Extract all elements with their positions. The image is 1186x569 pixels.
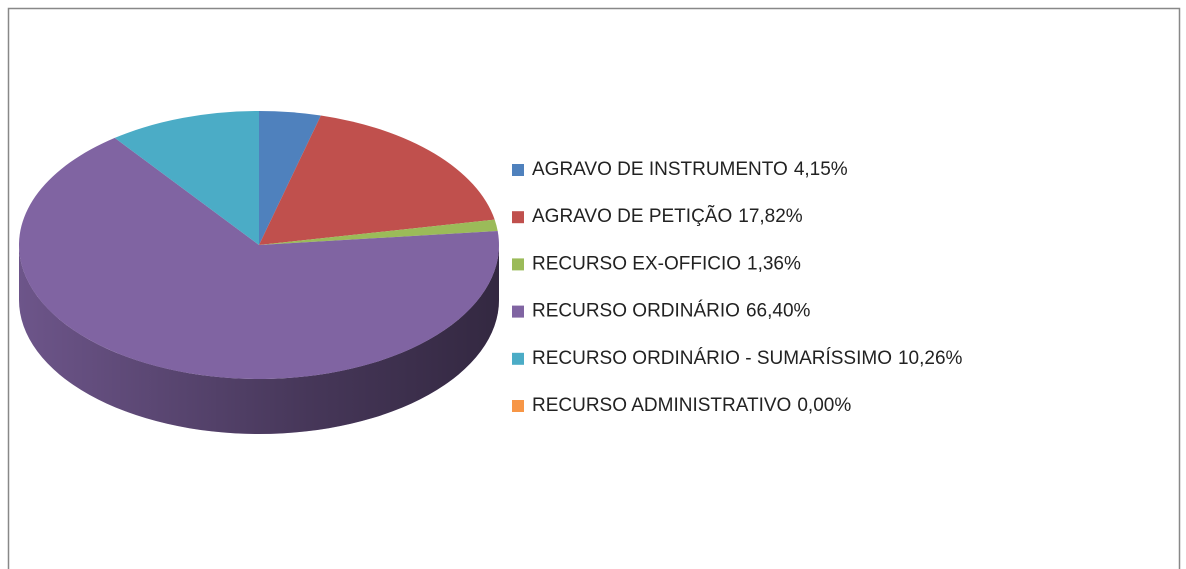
legend-name: RECURSO ORDINÁRIO	[532, 301, 740, 322]
legend-swatch	[512, 211, 524, 224]
legend-swatch	[512, 305, 524, 318]
legend-value: 1,36%	[747, 253, 801, 274]
slice	[259, 111, 321, 245]
legend-value: 17,82%	[738, 206, 803, 227]
legend-value: 4,15%	[794, 159, 848, 180]
legend-label: RECURSO ORDINÁRIO 66,40%	[532, 301, 811, 322]
legend-label: RECURSO EX-OFFICIO 1,36%	[532, 253, 801, 274]
slice	[259, 115, 495, 245]
legend-label: AGRAVO DE PETIÇÃO 17,82%	[532, 205, 803, 227]
slice	[19, 137, 500, 379]
legend-value: 66,40%	[746, 301, 811, 322]
legend-swatch	[512, 352, 524, 365]
legend-name: RECURSO ADMINISTRATIVO	[532, 395, 791, 416]
legend-swatch	[512, 400, 524, 412]
legend-name: RECURSO EX-OFFICIO	[532, 253, 741, 274]
slice-side-shade	[19, 245, 499, 434]
legend-label: RECURSO ORDINÁRIO - SUMARÍSSIMO 10,26%	[532, 348, 963, 369]
legend-name: AGRAVO DE PETIÇÃO	[532, 205, 732, 227]
legend-swatch	[512, 164, 524, 176]
legend-value: 10,26%	[898, 348, 963, 369]
legend-label: AGRAVO DE INSTRUMENTO 4,15%	[532, 159, 848, 180]
legend-value: 0,00%	[797, 395, 851, 416]
legend-name: RECURSO ORDINÁRIO - SUMARÍSSIMO	[532, 348, 892, 369]
chart-frame	[7, 7, 1181, 569]
legend-label: RECURSO ADMINISTRATIVO 0,00%	[532, 395, 851, 416]
slice	[259, 219, 498, 245]
legend-name: AGRAVO DE INSTRUMENTO	[532, 159, 788, 180]
legend-swatch	[512, 258, 524, 271]
slice	[114, 111, 259, 245]
